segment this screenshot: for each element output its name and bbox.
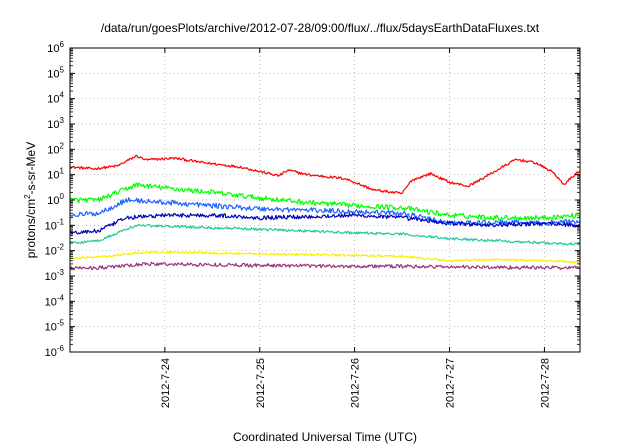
- y-tick-label: 10-2: [45, 243, 65, 258]
- series-line: [69, 261, 581, 271]
- y-tick-exponent: 6: [60, 40, 65, 49]
- series-line: [69, 212, 581, 235]
- y-tick-exponent: -2: [57, 243, 65, 252]
- y-axis-label-unit: -s-sr-MeV: [24, 142, 38, 195]
- y-tick-label: 10-6: [45, 344, 65, 359]
- y-tick-base: 10: [47, 170, 59, 182]
- grid-lines: [70, 48, 580, 352]
- y-tick-label: 103: [47, 116, 64, 131]
- x-tick-label: 2012-7-24: [160, 358, 172, 408]
- y-tick-base: 10: [45, 220, 57, 232]
- y-axis-label: protons/cm2-s-sr-MeV: [23, 142, 38, 258]
- x-tick-label: 2012-7-25: [255, 358, 267, 408]
- y-tick-exponent: -6: [57, 344, 65, 353]
- y-tick-label: 106: [47, 40, 64, 55]
- y-tick-base: 10: [45, 271, 57, 283]
- y-tick-exponent: -1: [57, 217, 65, 226]
- series-line: [69, 197, 581, 227]
- series-line: [69, 223, 581, 246]
- y-tick-exponent: 2: [60, 141, 65, 150]
- y-axis: 10610510410310210110010-110-210-310-410-…: [45, 40, 580, 359]
- x-axis: 2012-7-24 2012-7-25 2012-7-26 2012-7-27 2012…: [160, 48, 551, 408]
- y-tick-exponent: 1: [60, 167, 65, 176]
- y-tick-exponent: 4: [60, 91, 65, 100]
- y-tick-base: 10: [47, 43, 59, 55]
- y-tick-label: 102: [47, 141, 64, 156]
- y-tick-base: 10: [45, 296, 57, 308]
- y-tick-label: 10-1: [45, 217, 65, 232]
- y-axis-label-exponent: 2: [23, 194, 32, 199]
- y-tick-base: 10: [45, 246, 57, 258]
- y-tick-base: 10: [47, 68, 59, 80]
- y-tick-base: 10: [47, 119, 59, 131]
- series-line: [70, 154, 581, 195]
- y-tick-exponent: 0: [60, 192, 65, 201]
- y-tick-label: 10-5: [45, 319, 65, 334]
- y-tick-exponent: 3: [60, 116, 65, 125]
- chart-title: /data/run/goesPlots/archive/2012-07-28/0…: [100, 21, 540, 35]
- x-tick-label: 2012-7-26: [350, 358, 362, 408]
- y-tick-label: 105: [47, 65, 64, 80]
- y-tick-label: 10-3: [45, 268, 65, 283]
- x-tick-label: 2012-7-28: [539, 358, 551, 408]
- series-line: [69, 182, 581, 221]
- y-axis-label-main: protons/cm: [24, 199, 38, 258]
- x-tick-label: 2012-7-27: [445, 358, 457, 408]
- series-layer: [69, 154, 581, 271]
- y-tick-label: 104: [47, 91, 64, 106]
- series-line: [69, 250, 581, 264]
- y-tick-label: 10-4: [45, 293, 65, 308]
- y-tick-exponent: -5: [57, 319, 65, 328]
- y-tick-base: 10: [47, 144, 59, 156]
- x-axis-label: Coordinated Universal Time (UTC): [232, 430, 418, 444]
- y-tick-exponent: -3: [57, 268, 65, 277]
- y-tick-exponent: -4: [57, 293, 65, 302]
- y-tick-base: 10: [45, 322, 57, 334]
- y-tick-base: 10: [47, 195, 59, 207]
- y-tick-label: 100: [47, 192, 64, 207]
- y-tick-base: 10: [45, 347, 57, 359]
- y-tick-exponent: 5: [60, 65, 65, 74]
- y-tick-label: 101: [47, 167, 64, 182]
- y-tick-base: 10: [47, 94, 59, 106]
